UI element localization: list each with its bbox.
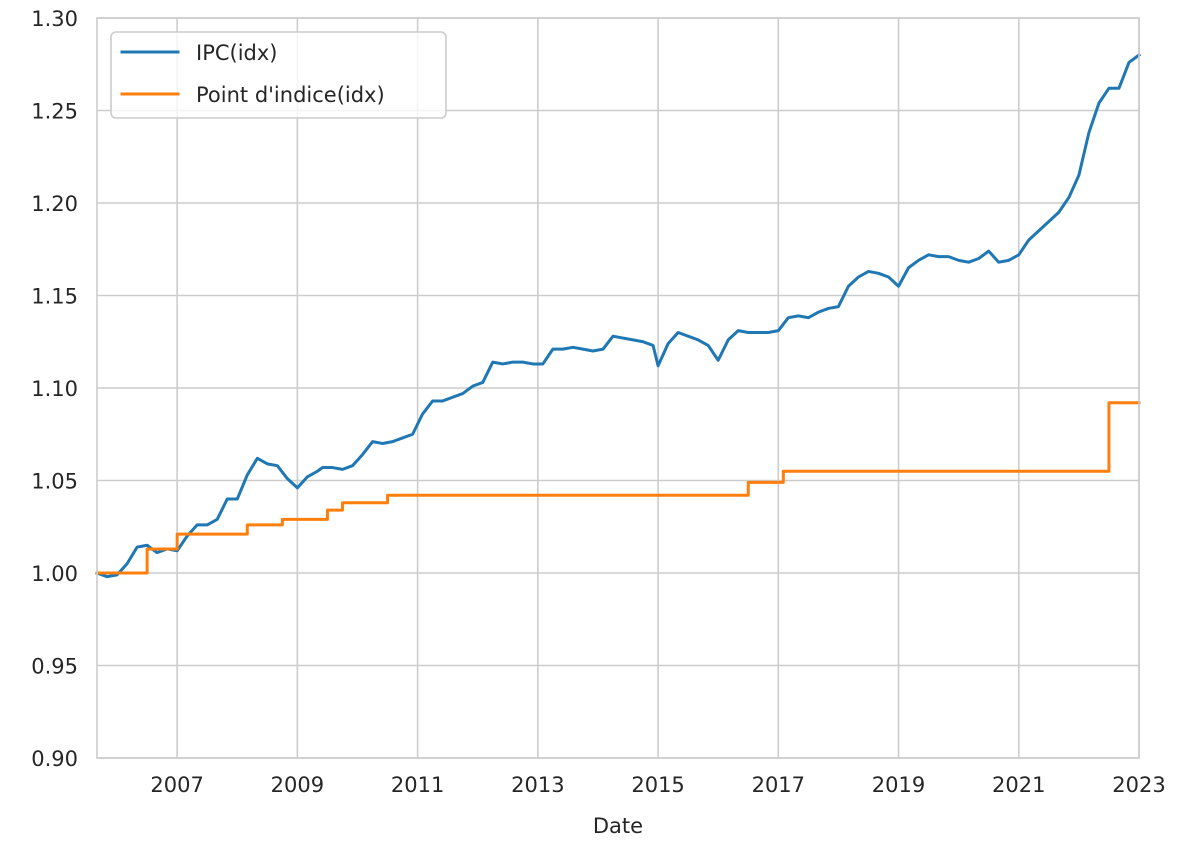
x-tick-label: 2013 [511, 773, 564, 797]
x-tick-label: 2009 [271, 773, 324, 797]
y-tick-label: 1.10 [31, 377, 78, 401]
x-tick-label: 2023 [1112, 773, 1165, 797]
legend-label-point-indice: Point d'indice(idx) [196, 83, 385, 107]
x-tick-label: 2015 [631, 773, 684, 797]
series-line-ipc [95, 52, 1142, 579]
x-tick-label: 2021 [992, 773, 1045, 797]
legend: IPC(idx) Point d'indice(idx) [110, 31, 447, 119]
legend-box [110, 31, 447, 119]
series-line-point-indice [95, 401, 1141, 575]
y-tick-label: 1.15 [31, 285, 78, 309]
y-tick-label: 0.90 [31, 747, 78, 771]
x-tick-label: 2019 [872, 773, 925, 797]
y-tick-label: 0.95 [31, 655, 78, 679]
x-tick-label: 2011 [391, 773, 444, 797]
axis-layer: 2007 2009 2011 2013 2015 2017 2019 2021 2023 0.90… [31, 7, 1165, 797]
y-tick-label: 1.05 [31, 470, 78, 494]
y-tick-label: 1.25 [31, 100, 78, 124]
y-tick-label: 1.30 [31, 7, 78, 31]
y-tick-label: 1.00 [31, 562, 78, 586]
x-axis-title: Date [593, 814, 643, 838]
plot-frame [96, 17, 1140, 759]
legend-label-ipc: IPC(idx) [196, 41, 278, 65]
x-tick-label: 2007 [150, 773, 203, 797]
series-layer [95, 52, 1142, 579]
x-tick-label: 2017 [752, 773, 805, 797]
y-tick-label: 1.20 [31, 192, 78, 216]
